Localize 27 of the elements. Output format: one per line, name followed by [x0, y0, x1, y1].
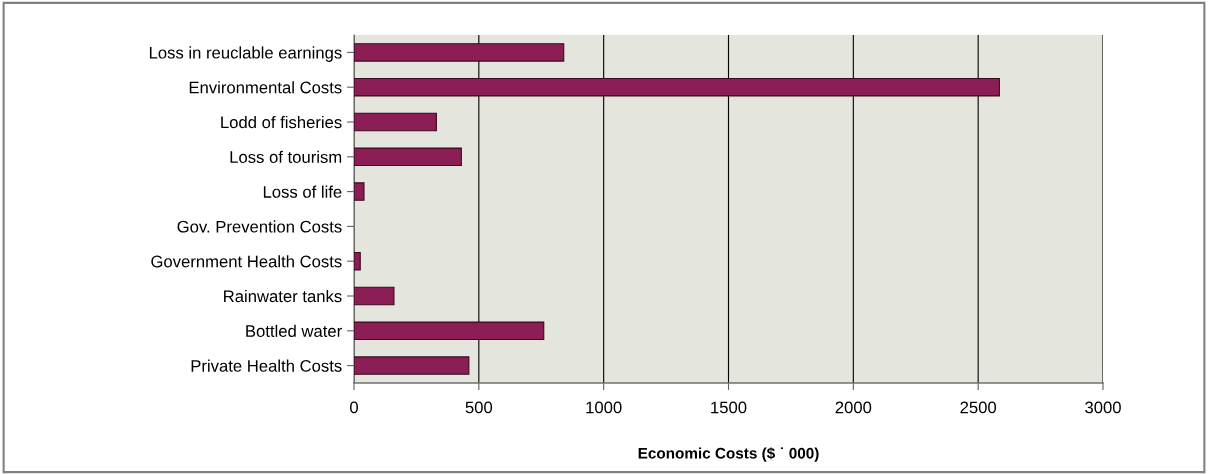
y-tick-label: Lodd of fisheries	[221, 115, 342, 129]
y-tick-label: Government Health Costs	[151, 255, 342, 268]
y-tick-label: Private Health Costs	[191, 359, 342, 372]
bar	[354, 286, 395, 306]
bar	[354, 77, 1000, 97]
x-tick-label: 0	[350, 401, 358, 414]
bar	[354, 182, 365, 201]
x-tick-label: 2000	[835, 401, 872, 414]
bar	[354, 356, 470, 375]
y-tick-label: Loss of tourism	[230, 150, 342, 163]
x-axis-title: Economic Costs ($ ˙ 000)	[638, 447, 819, 462]
x-tick-label: 1000	[586, 401, 622, 414]
bar	[354, 112, 437, 132]
bar	[354, 321, 545, 341]
x-tick-label: 3000	[1085, 401, 1121, 414]
y-tick-label: Gov. Prevention Costs	[177, 220, 342, 233]
bar	[354, 43, 565, 62]
y-tick-label: Loss of life	[263, 185, 342, 198]
bar	[354, 251, 361, 271]
y-tick-label: Bottled water	[246, 324, 342, 337]
x-tick-label: 500	[465, 401, 493, 414]
bar	[354, 147, 462, 167]
y-tick-label: Environmental Costs	[189, 81, 342, 94]
y-tick-label: Loss in reuclable earnings	[149, 46, 342, 62]
x-tick-label: 1500	[711, 401, 747, 414]
y-tick-label: Rainwater tanks	[224, 289, 342, 303]
x-tick-label: 2500	[960, 401, 997, 414]
